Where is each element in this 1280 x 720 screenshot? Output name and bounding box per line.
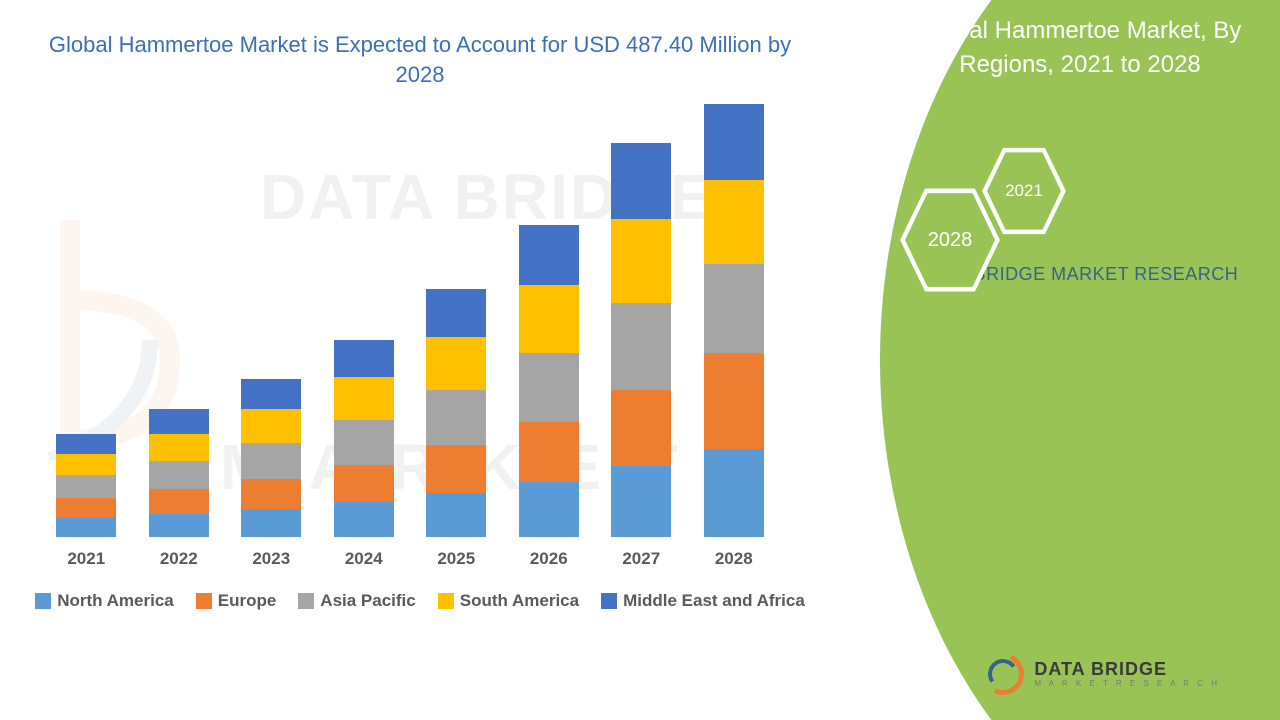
legend-swatch (298, 593, 314, 609)
bar-segment (241, 479, 301, 509)
bar-column: 2024 (329, 340, 399, 569)
x-axis-label: 2023 (252, 549, 290, 569)
hexagon-2028: 2028 (900, 184, 1000, 296)
legend-swatch (438, 593, 454, 609)
bar-segment (149, 434, 209, 461)
bar-segment (611, 219, 671, 303)
chart-title: Global Hammertoe Market is Expected to A… (30, 30, 810, 89)
bar-column: 2022 (144, 409, 214, 569)
bar-segment (241, 443, 301, 479)
bar-column: 2028 (699, 104, 769, 570)
x-axis-label: 2025 (437, 549, 475, 569)
brand-logo-icon (982, 653, 1024, 695)
x-axis-label: 2021 (67, 549, 105, 569)
hexagon-group: 2028 2021 (900, 144, 1120, 314)
bar-stack (611, 143, 671, 538)
bar-column: 2027 (606, 143, 676, 570)
bar-segment (56, 498, 116, 518)
bar-segment (241, 509, 301, 537)
bar-column: 2023 (236, 379, 306, 569)
legend-label: South America (460, 591, 579, 611)
x-axis-label: 2028 (715, 549, 753, 569)
bar-column: 2026 (514, 225, 584, 570)
hexagon-label: 2021 (1005, 181, 1043, 201)
chart-legend: North America Europe Asia Pacific South Ame… (30, 591, 810, 611)
legend-label: Europe (218, 591, 277, 611)
side-panel-inner: Global Hammertoe Market, By Regions, 202… (900, 14, 1260, 288)
legend-item: Middle East and Africa (601, 591, 805, 611)
bar-stack (149, 409, 209, 537)
bar-segment (519, 353, 579, 422)
bar-segment (334, 465, 394, 502)
bar-segment (426, 493, 486, 537)
bar-segment (56, 475, 116, 498)
side-panel-title: Global Hammertoe Market, By Regions, 202… (900, 14, 1260, 81)
legend-swatch (196, 593, 212, 609)
bar-segment (149, 461, 209, 489)
legend-swatch (35, 593, 51, 609)
legend-item: Europe (196, 591, 277, 611)
x-axis-label: 2024 (345, 549, 383, 569)
x-axis-label: 2026 (530, 549, 568, 569)
legend-swatch (601, 593, 617, 609)
chart-plot-area: 2021 2022 2023 2024 2025 2026 2027 2028 (30, 129, 790, 569)
bar-segment (611, 143, 671, 219)
bar-segment (704, 104, 764, 180)
legend-item: South America (438, 591, 579, 611)
bar-segment (519, 482, 579, 537)
page-root: DATA BRIDGE M A R K E T Global Hammertoe… (0, 0, 1280, 720)
brand-line2: M A R K E T R E S E A R C H (1034, 680, 1220, 688)
bar-segment (519, 225, 579, 285)
bar-stack (704, 104, 764, 538)
brand-text: DATA BRIDGE M A R K E T R E S E A R C H (1034, 660, 1220, 688)
bar-column: 2025 (421, 289, 491, 570)
x-axis-label: 2027 (622, 549, 660, 569)
chart-container: Global Hammertoe Market is Expected to A… (30, 30, 810, 630)
legend-label: North America (57, 591, 174, 611)
bar-segment (149, 409, 209, 434)
legend-item: Asia Pacific (298, 591, 415, 611)
bar-segment (611, 303, 671, 390)
bar-segment (149, 514, 209, 537)
bar-segment (241, 409, 301, 443)
side-panel: Global Hammertoe Market, By Regions, 202… (810, 0, 1280, 720)
bar-segment (56, 518, 116, 538)
bar-segment (334, 340, 394, 377)
bar-segment (334, 420, 394, 464)
bar-segment (704, 449, 764, 538)
bar-stack (426, 289, 486, 538)
hexagon-label: 2028 (928, 229, 973, 252)
legend-label: Middle East and Africa (623, 591, 805, 611)
brand-line1: DATA BRIDGE (1034, 660, 1220, 678)
bar-segment (149, 489, 209, 514)
bar-segment (426, 337, 486, 390)
bar-segment (426, 445, 486, 493)
bar-stack (334, 340, 394, 537)
brand-footer: DATA BRIDGE M A R K E T R E S E A R C H (982, 653, 1220, 695)
bar-segment (704, 180, 764, 264)
bar-segment (704, 264, 764, 353)
bar-stack (519, 225, 579, 538)
bar-segment (241, 379, 301, 409)
bar-segment (426, 289, 486, 337)
bar-segment (611, 466, 671, 537)
bar-segment (426, 390, 486, 445)
bar-column: 2021 (51, 434, 121, 569)
bar-segment (334, 377, 394, 420)
legend-label: Asia Pacific (320, 591, 415, 611)
bar-stack (56, 434, 116, 537)
hexagon-2021: 2021 (982, 144, 1066, 238)
bar-segment (704, 353, 764, 449)
bar-segment (611, 390, 671, 466)
bar-segment (519, 422, 579, 482)
bar-stack (241, 379, 301, 537)
bar-segment (519, 285, 579, 353)
legend-item: North America (35, 591, 174, 611)
bar-segment (334, 502, 394, 538)
bar-segment (56, 434, 116, 454)
bar-segment (56, 454, 116, 475)
x-axis-label: 2022 (160, 549, 198, 569)
